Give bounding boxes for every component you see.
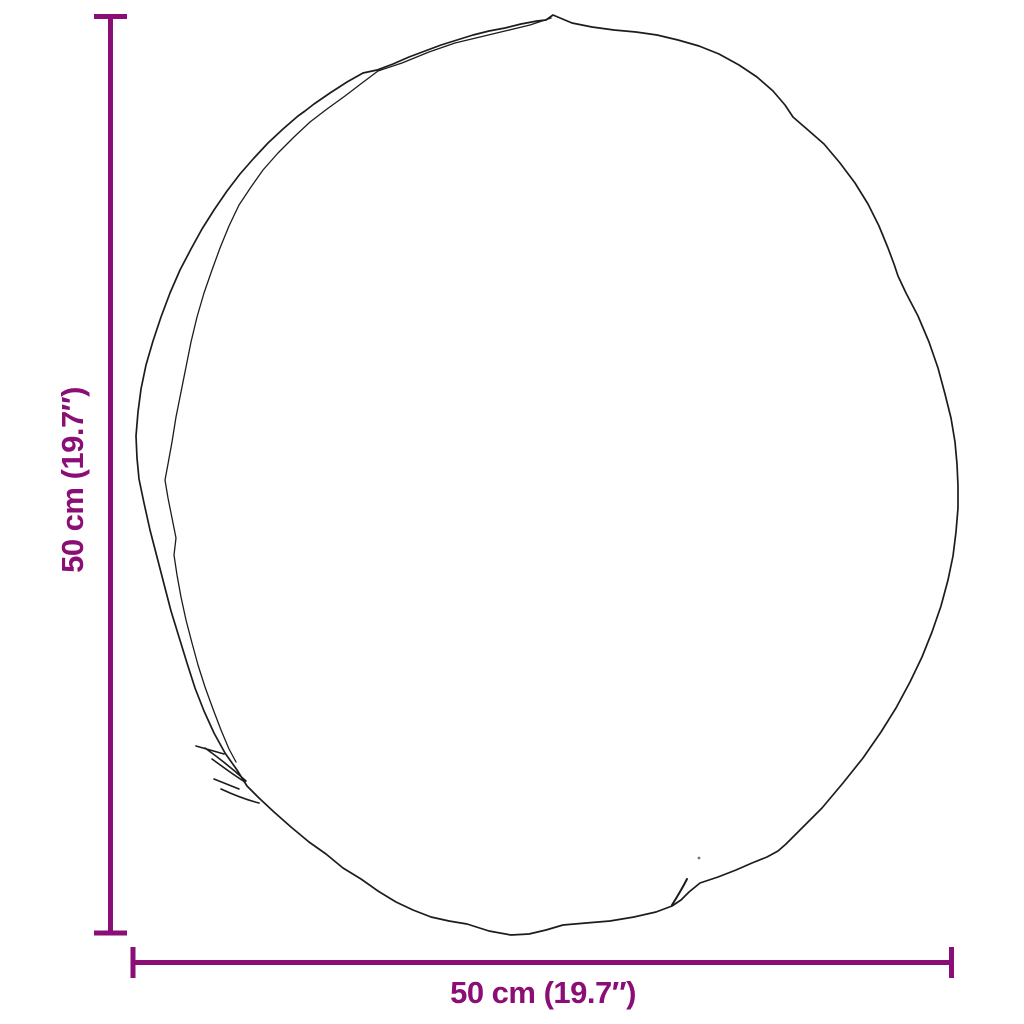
fold-lens-lower-edge	[211, 758, 246, 783]
fabric-speck	[697, 856, 701, 860]
cushion-sketch	[135, 14, 959, 936]
fold-tick-lower	[213, 778, 240, 790]
fold-lens-upper-edge	[204, 747, 247, 782]
vertical-dimension-label: 50 cm (19.7″)	[55, 387, 90, 573]
horizontal-dimension-label: 50 cm (19.7″)	[450, 975, 636, 1010]
cushion-seam-line	[164, 17, 552, 763]
cushion-crease-mark	[671, 878, 688, 906]
vertical-dimension	[94, 14, 127, 936]
fold-tick-upper	[195, 745, 225, 755]
fold-underline	[220, 788, 260, 804]
horizontal-dimension	[130, 947, 954, 978]
cushion-fold-detail	[195, 745, 260, 804]
cushion-outer-outline	[135, 14, 959, 936]
dimension-lines	[94, 14, 954, 978]
